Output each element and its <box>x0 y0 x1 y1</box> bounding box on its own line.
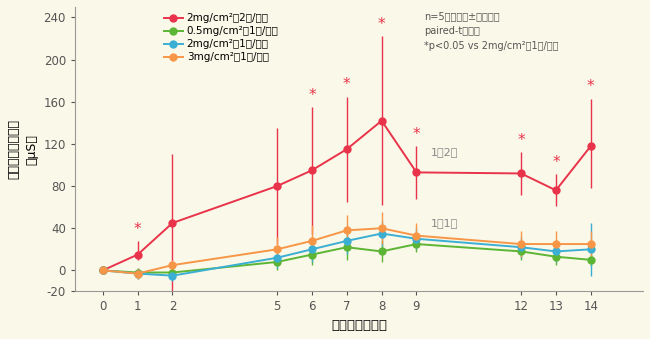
Text: n=5、平均値±標準偏差
paired-t検定、
*p<0.05 vs 2mg/cm²（1回/日）: n=5、平均値±標準偏差 paired-t検定、 *p<0.05 vs 2mg/… <box>424 11 559 51</box>
Text: *: * <box>378 17 385 32</box>
Text: *: * <box>134 222 142 237</box>
Legend: 2mg/cm²（2回/日）, 0.5mg/cm²（1回/日）, 2mg/cm²（1回/日）, 3mg/cm²（1回/日）: 2mg/cm²（2回/日）, 0.5mg/cm²（1回/日）, 2mg/cm²（… <box>160 9 283 66</box>
Y-axis label: 電気伝導度変化量
（μS）: 電気伝導度変化量 （μS） <box>7 119 38 179</box>
Text: *: * <box>552 155 560 170</box>
Text: *: * <box>413 127 421 142</box>
Text: *: * <box>517 133 525 148</box>
Text: *: * <box>587 79 595 94</box>
X-axis label: 塗布日数（日）: 塗布日数（日） <box>331 319 387 332</box>
Text: 1日1回: 1日1回 <box>430 218 458 228</box>
Text: 1日2回: 1日2回 <box>430 147 458 157</box>
Text: *: * <box>308 88 316 103</box>
Text: *: * <box>343 77 350 92</box>
